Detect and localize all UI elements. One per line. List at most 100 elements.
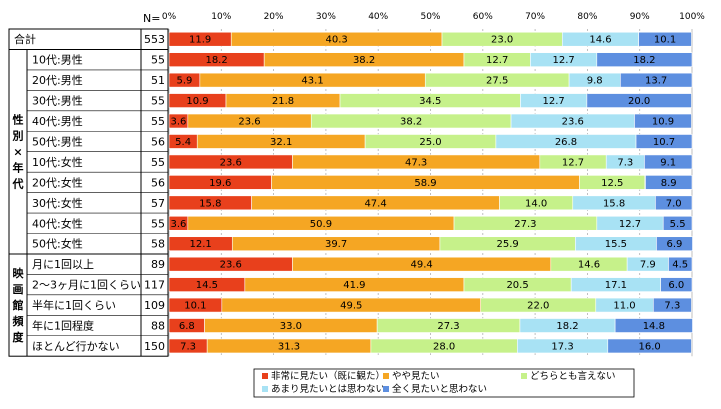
data-label: 12.1 bbox=[190, 239, 212, 250]
bar-segment bbox=[620, 72, 693, 88]
n-value: 88 bbox=[151, 320, 165, 333]
data-label: 17.1 bbox=[605, 280, 627, 291]
bar-segment bbox=[607, 338, 692, 354]
data-label: 13.7 bbox=[645, 76, 667, 87]
data-label: 15.5 bbox=[605, 239, 627, 250]
n-value: 55 bbox=[151, 217, 165, 230]
legend-swatch bbox=[521, 373, 527, 379]
data-label: 39.7 bbox=[325, 239, 347, 250]
data-label: 10.1 bbox=[184, 301, 206, 312]
data-label: 11.9 bbox=[189, 35, 211, 46]
data-label: 5.9 bbox=[176, 76, 192, 87]
data-label: 17.3 bbox=[551, 341, 573, 352]
data-label: 14.6 bbox=[578, 260, 600, 271]
category-label: 50代:男性 bbox=[32, 134, 83, 148]
data-label: 10.9 bbox=[652, 117, 674, 128]
n-value: 150 bbox=[144, 340, 165, 353]
x-tick-label: 70% bbox=[525, 12, 545, 22]
data-label: 25.0 bbox=[419, 137, 441, 148]
n-value: 553 bbox=[144, 33, 165, 46]
data-label: 25.9 bbox=[497, 239, 519, 250]
category-label: 2～3ヶ月に1回くらい bbox=[32, 279, 141, 292]
data-label: 12.7 bbox=[619, 219, 641, 230]
data-label: 4.5 bbox=[672, 260, 688, 271]
n-value: 55 bbox=[151, 95, 165, 108]
legend-swatch bbox=[262, 386, 268, 392]
legend-swatch bbox=[262, 373, 268, 379]
legend-label: あまり見たいとは思わない bbox=[271, 384, 385, 395]
data-label: 3.6 bbox=[170, 219, 186, 230]
data-label: 50.9 bbox=[310, 219, 332, 230]
n-value: 55 bbox=[151, 115, 165, 128]
x-tick-label: 40% bbox=[368, 12, 388, 22]
n-value: 56 bbox=[151, 135, 165, 148]
data-label: 23.6 bbox=[238, 117, 260, 128]
data-label: 40.3 bbox=[325, 35, 347, 46]
data-label: 31.3 bbox=[278, 341, 300, 352]
data-label: 14.6 bbox=[589, 35, 611, 46]
data-label: 34.5 bbox=[419, 96, 441, 107]
category-label: 30代:男性 bbox=[32, 94, 83, 108]
n-value: 55 bbox=[151, 156, 165, 169]
n-value: 56 bbox=[151, 176, 165, 189]
data-label: 10.9 bbox=[186, 96, 208, 107]
data-label: 23.6 bbox=[220, 260, 242, 271]
bar-segment bbox=[635, 134, 693, 149]
data-label: 26.8 bbox=[555, 137, 577, 148]
data-label: 23.6 bbox=[562, 117, 584, 128]
group-label-char: 館 bbox=[12, 298, 24, 312]
category-label: 50代:女性 bbox=[32, 237, 83, 251]
legend-label: どちらとも言えない bbox=[530, 370, 616, 382]
legend-box bbox=[253, 368, 635, 398]
bar-segment bbox=[638, 31, 692, 47]
data-label: 14.8 bbox=[643, 321, 665, 332]
data-label: 7.3 bbox=[664, 301, 680, 312]
legend-swatch bbox=[383, 373, 389, 379]
data-label: 5.5 bbox=[670, 219, 686, 230]
data-label: 6.8 bbox=[179, 321, 195, 332]
bar-segment bbox=[652, 297, 692, 313]
x-tick-label: 20% bbox=[264, 12, 284, 22]
data-label: 12.7 bbox=[562, 157, 584, 168]
data-label: 9.8 bbox=[587, 76, 603, 87]
data-label: 28.0 bbox=[433, 341, 455, 352]
data-label: 18.2 bbox=[633, 55, 655, 66]
bars-layer: 11.9 40.3 23.0 14.6 10.1 18.2 38.2 12.7 12.7 18.2… bbox=[168, 31, 693, 354]
n-value: 58 bbox=[151, 238, 165, 251]
data-label: 20.5 bbox=[506, 280, 528, 291]
data-label: 23.6 bbox=[220, 157, 242, 168]
data-label: 7.3 bbox=[180, 341, 196, 352]
data-label: 16.0 bbox=[639, 341, 661, 352]
category-label: 40代:男性 bbox=[32, 114, 83, 128]
bar-segment bbox=[660, 277, 693, 292]
bar-segment bbox=[644, 154, 693, 170]
data-label: 12.7 bbox=[552, 55, 574, 66]
data-label: 15.8 bbox=[199, 198, 221, 209]
n-value: 89 bbox=[151, 258, 165, 271]
data-label: 10.1 bbox=[654, 35, 676, 46]
category-label: 10代:男性 bbox=[32, 53, 83, 67]
legend-label: 全く見たいと思わない bbox=[392, 383, 487, 395]
data-label: 27.3 bbox=[514, 219, 536, 230]
data-label: 38.2 bbox=[353, 55, 375, 66]
category-label: 20代:男性 bbox=[32, 73, 83, 87]
data-label: 23.0 bbox=[491, 35, 513, 46]
data-label: 43.1 bbox=[301, 76, 323, 87]
data-label: 20.0 bbox=[628, 96, 650, 107]
legend-label: 非常に見たい（既に観た） bbox=[271, 370, 385, 382]
data-label: 21.8 bbox=[272, 96, 294, 107]
category-label: 30代:女性 bbox=[32, 196, 83, 210]
group-label-char: 別 bbox=[12, 129, 24, 143]
data-label: 6.9 bbox=[667, 239, 683, 250]
data-label: 33.0 bbox=[280, 321, 302, 332]
data-label: 12.5 bbox=[601, 178, 623, 189]
data-label: 7.0 bbox=[666, 198, 682, 209]
data-label: 3.6 bbox=[170, 117, 186, 128]
data-label: 12.7 bbox=[486, 55, 508, 66]
data-label: 14.0 bbox=[525, 198, 547, 209]
data-label: 27.3 bbox=[437, 321, 459, 332]
data-label: 47.4 bbox=[364, 198, 386, 209]
data-label: 58.9 bbox=[414, 178, 436, 189]
